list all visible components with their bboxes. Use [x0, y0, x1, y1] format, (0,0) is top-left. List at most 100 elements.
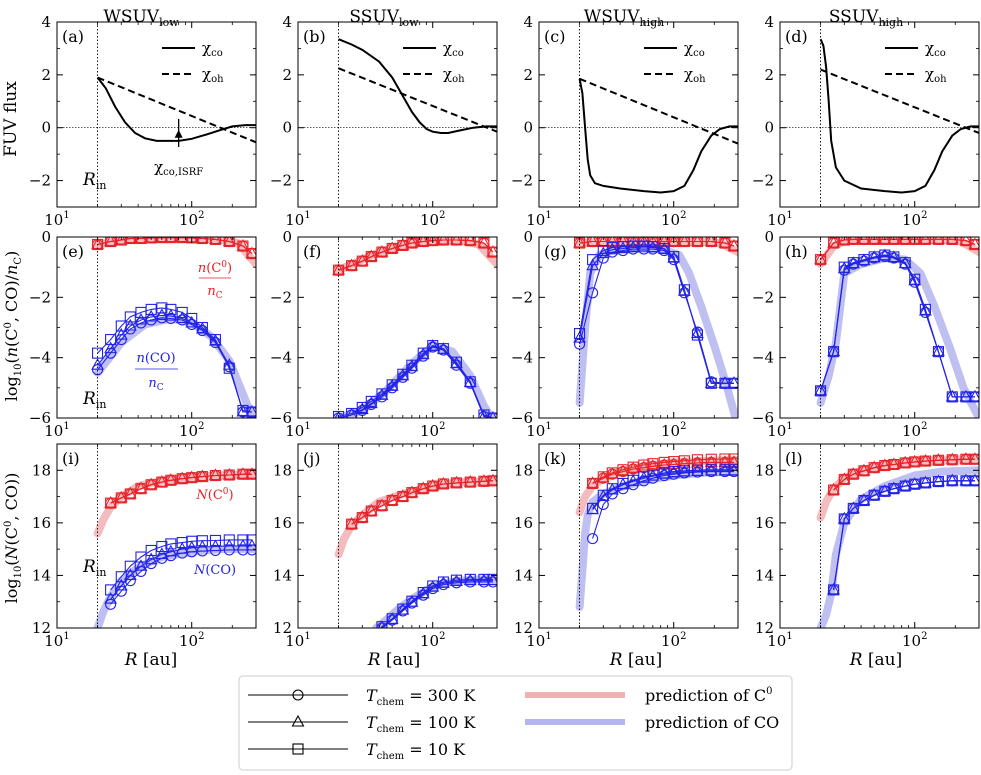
data-point [908, 477, 922, 489]
data-point [704, 376, 718, 388]
y-tick-label: 2 [282, 66, 292, 84]
data-point [478, 237, 490, 249]
data-point [627, 240, 639, 252]
panel-d: χco χoh −2 0 2 4 101 102 (d) [752, 13, 980, 229]
legend-label: Tchem = 10 K [366, 740, 466, 762]
data-point [638, 459, 650, 471]
data-point [437, 478, 449, 490]
legend-item-co_pred: prediction of CO [525, 713, 779, 732]
data-point [932, 237, 944, 245]
data-point [185, 315, 199, 328]
data-point [246, 468, 256, 480]
data-point [165, 538, 177, 550]
x-tick-label: 102 [179, 421, 204, 440]
y-tick-label: 18 [32, 461, 51, 479]
data-point [155, 237, 169, 243]
series-co-square [105, 534, 256, 596]
prediction-co [575, 245, 738, 418]
data-point [144, 237, 158, 243]
axes-frame [297, 443, 498, 629]
series-co-square [376, 573, 497, 628]
data-point [898, 237, 912, 244]
panel-label: (e) [62, 242, 84, 261]
flux-legend: χco χoh [162, 39, 224, 85]
y-tick-label: 16 [32, 514, 51, 532]
data-point [245, 246, 256, 259]
data-point [209, 237, 222, 244]
legend-label-chi-co: χco [443, 39, 464, 59]
data-point [647, 469, 659, 481]
x-tick-label: 102 [661, 210, 686, 229]
data-point [164, 473, 178, 485]
data-point [487, 246, 497, 258]
legend-marker-square [292, 743, 304, 755]
y-tick-label: 16 [273, 514, 292, 532]
y-tick-label: 18 [273, 461, 292, 479]
axes-frame [779, 443, 980, 629]
data-point [104, 341, 118, 354]
data-point [104, 591, 118, 604]
data-point [918, 237, 932, 244]
x-tick-label: 101 [767, 631, 792, 650]
data-point [627, 474, 639, 486]
data-point [437, 237, 449, 246]
series-line [833, 480, 975, 590]
data-point [719, 237, 731, 249]
data-point [105, 497, 117, 509]
data-point [105, 598, 117, 610]
y-tick-label: 14 [755, 566, 774, 584]
data-point [704, 237, 718, 247]
data-point [705, 377, 717, 389]
data-point [144, 309, 158, 322]
data-point [437, 343, 449, 355]
panel-label: (b) [303, 27, 326, 46]
y-tick-label: −2 [29, 172, 51, 190]
data-point [115, 320, 127, 332]
series-line [820, 254, 975, 398]
data-point [124, 237, 136, 245]
panel-label: (f) [303, 242, 321, 261]
data-point [587, 533, 599, 545]
axes-frame [538, 21, 739, 208]
data-point [587, 254, 599, 266]
data-point [222, 467, 236, 480]
data-point [847, 257, 859, 269]
data-point [124, 488, 136, 500]
y-tick-label: 2 [41, 66, 51, 84]
rin-label: Rin [82, 557, 106, 579]
data-point [195, 237, 209, 244]
data-point [145, 303, 157, 315]
data-point [932, 476, 944, 488]
species-label-c0: N(C0) [195, 487, 233, 503]
data-point [827, 344, 841, 357]
data-point [908, 237, 922, 244]
data-point [727, 376, 738, 388]
data-point [667, 457, 681, 470]
axes-frame [538, 443, 739, 629]
data-point [386, 379, 398, 391]
series-co-square [574, 240, 738, 389]
data-point [115, 571, 127, 583]
legend-sub-chi-oh: oh [934, 74, 947, 85]
y-tick-label: 4 [41, 13, 51, 31]
data-point [237, 534, 249, 546]
data-point [145, 479, 157, 491]
x-tick-label: 102 [420, 421, 445, 440]
data-point [209, 237, 221, 245]
prediction-co [93, 545, 256, 628]
y-tick-label: −4 [29, 349, 51, 367]
y-tick-label: 14 [32, 566, 51, 584]
data-point [828, 237, 840, 249]
data-point [668, 251, 680, 263]
data-point [464, 573, 476, 585]
x-tick-label: 101 [526, 210, 551, 229]
y-tick-label: 16 [755, 514, 774, 532]
y-tick-label: 18 [514, 461, 533, 479]
data-point [397, 368, 409, 380]
data-point [932, 453, 945, 465]
x-tick-label: 101 [44, 421, 69, 440]
data-point [397, 603, 409, 615]
data-point [436, 476, 450, 489]
data-point [196, 535, 208, 547]
legend-label-chi-oh: χoh [925, 65, 947, 85]
